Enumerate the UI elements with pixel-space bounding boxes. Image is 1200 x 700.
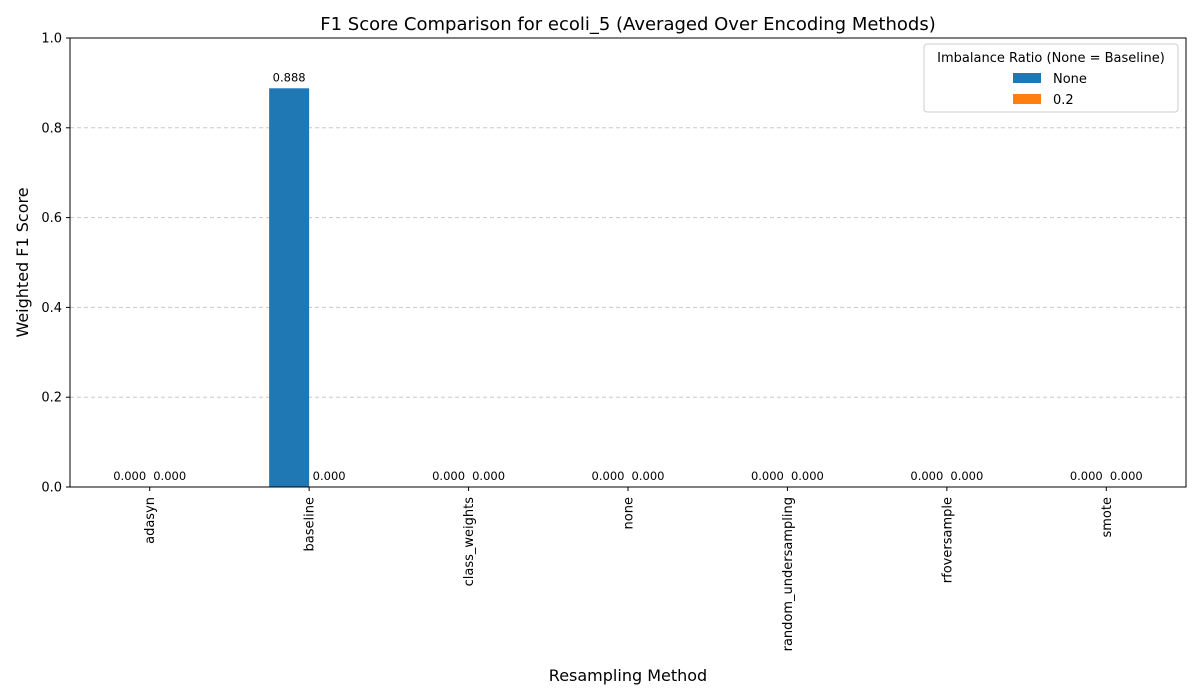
- legend-swatch: [1013, 73, 1041, 83]
- legend-entry-label: 0.2: [1053, 93, 1074, 108]
- data-label: 0.000: [113, 469, 146, 483]
- y-tick-label: 1.0: [41, 32, 62, 47]
- data-label: 0.000: [1110, 469, 1143, 483]
- legend-box: [923, 43, 1179, 113]
- chart-title: F1 Score Comparison for ecoli_5 (Average…: [320, 14, 935, 35]
- data-label: 0.000: [910, 469, 943, 483]
- legend-swatch: [1013, 94, 1041, 104]
- data-label: 0.000: [313, 469, 346, 483]
- bar-none-baseline: [269, 88, 310, 488]
- x-axis-label: Resampling Method: [549, 666, 707, 685]
- data-label: 0.000: [751, 469, 784, 483]
- data-label: 0.000: [472, 469, 505, 483]
- y-axis: 0.0 0.2 0.4 0.6 0.8 1.0: [41, 32, 70, 496]
- legend-entries: None 0.2: [1013, 72, 1087, 108]
- x-axis: adasyn baseline class_weights none random_un…: [143, 487, 1115, 651]
- data-label: 0.000: [153, 469, 186, 483]
- x-tick-label: rfoversample: [940, 497, 955, 583]
- grid-lines: [70, 127, 1186, 398]
- y-tick-label: 0.4: [41, 301, 62, 316]
- data-label: 0.888: [273, 70, 306, 84]
- legend-title: Imbalance Ratio (None = Baseline): [937, 51, 1165, 66]
- x-tick-label: adasyn: [143, 497, 158, 544]
- x-tick-label: class_weights: [462, 497, 477, 587]
- data-label: 0.000: [1070, 469, 1103, 483]
- x-tick-label: random_undersampling: [781, 497, 796, 651]
- legend-entry-label: None: [1053, 72, 1087, 87]
- data-label: 0.000: [592, 469, 625, 483]
- legend: Imbalance Ratio (None = Baseline) None 0.…: [923, 43, 1179, 113]
- data-label: 0.000: [632, 469, 665, 483]
- data-label: 0.000: [791, 469, 824, 483]
- y-axis-label: Weighted F1 Score: [13, 187, 32, 337]
- data-label: 0.000: [432, 469, 465, 483]
- data-label: 0.000: [950, 469, 983, 483]
- data-labels: 0.000 0.000 0.888 0.000 0.000 0.000 0.000 0.000…: [113, 70, 1143, 483]
- y-tick-label: 0.0: [41, 481, 62, 496]
- y-tick-label: 0.8: [41, 121, 62, 136]
- x-tick-label: none: [622, 497, 637, 529]
- y-tick-label: 0.6: [41, 211, 62, 226]
- x-tick-label: baseline: [303, 497, 318, 551]
- x-tick-label: smote: [1100, 497, 1115, 538]
- bars: [269, 88, 310, 488]
- y-tick-label: 0.2: [41, 391, 62, 406]
